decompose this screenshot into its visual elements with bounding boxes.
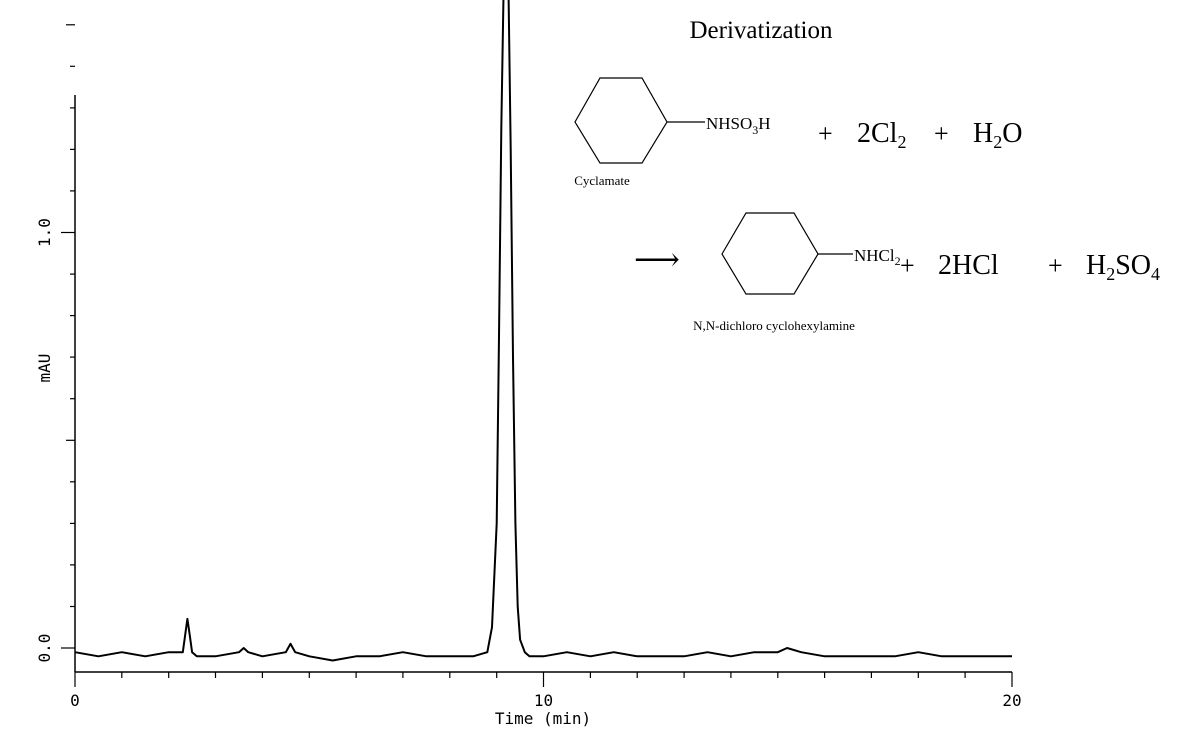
x-axis-label: Time (min) bbox=[495, 709, 591, 728]
byproduct-hcl: 2HCl bbox=[938, 250, 999, 281]
chromatogram-trace bbox=[74, 0, 1012, 662]
reactant-name: Cyclamate bbox=[574, 173, 630, 188]
plus-sign-1: + bbox=[818, 119, 833, 148]
cyclohexane-ring-reactant bbox=[574, 77, 668, 164]
reaction-scheme: Derivatization NHSO3H Cyclamate + 2Cl2 +… bbox=[574, 17, 1160, 333]
x-ticks: 0 10 20 bbox=[70, 672, 1022, 710]
product-group: NHCl2 bbox=[854, 246, 901, 268]
y-tick-label: 1.0 bbox=[35, 218, 54, 247]
x-tick-label: 0 bbox=[70, 691, 80, 710]
reactant-group: NHSO3H bbox=[706, 114, 771, 137]
plus-sign-4: + bbox=[1048, 251, 1063, 280]
y-axis-label: mAU bbox=[35, 354, 54, 383]
reaction-arrow: ⟶ bbox=[634, 241, 680, 277]
plus-sign-3: + bbox=[900, 251, 915, 280]
cyclohexane-ring-product bbox=[721, 212, 819, 295]
byproduct-sulfuric-acid: H2SO4 bbox=[1086, 250, 1160, 284]
x-tick-label: 10 bbox=[534, 691, 553, 710]
reagent-water: H2O bbox=[973, 118, 1022, 152]
y-tick-label: 0.0 bbox=[35, 634, 54, 663]
x-tick-label: 20 bbox=[1002, 691, 1021, 710]
product-name: N,N-dichloro cyclohexylamine bbox=[693, 318, 855, 333]
plus-sign-2: + bbox=[934, 119, 949, 148]
reagent-chlorine: 2Cl2 bbox=[857, 118, 906, 152]
scheme-title: Derivatization bbox=[690, 17, 833, 44]
y-ticks: 0.01.02.03.0 bbox=[35, 24, 75, 663]
